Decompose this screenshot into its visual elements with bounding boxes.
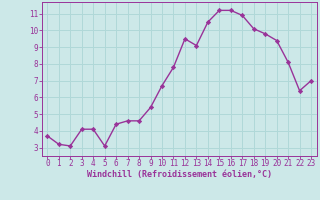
X-axis label: Windchill (Refroidissement éolien,°C): Windchill (Refroidissement éolien,°C)	[87, 170, 272, 179]
